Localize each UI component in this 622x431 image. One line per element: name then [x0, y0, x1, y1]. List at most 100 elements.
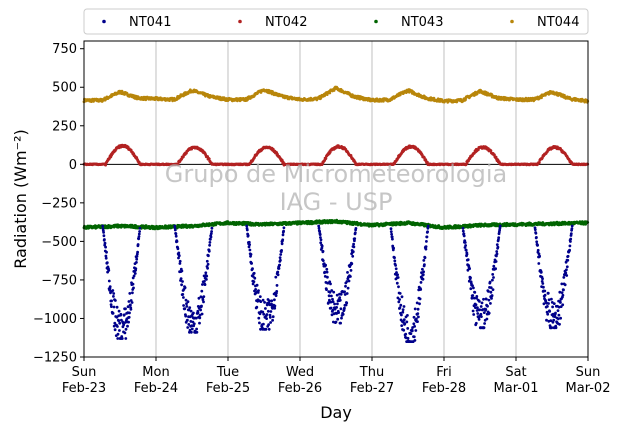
point-nt041 [471, 284, 474, 287]
point-nt041 [105, 261, 109, 265]
point-nt041 [556, 317, 560, 321]
point-nt041 [329, 306, 333, 310]
x-tick-label-date: Feb-26 [278, 381, 322, 396]
point-nt042 [207, 157, 211, 161]
point-nt041 [474, 303, 478, 307]
point-nt041 [557, 313, 561, 317]
point-nt041 [472, 286, 475, 290]
point-nt041 [421, 273, 425, 277]
point-nt041 [416, 312, 420, 315]
point-nt041 [553, 315, 557, 318]
point-nt041 [129, 303, 132, 307]
point-nt041 [186, 300, 190, 304]
point-nt041 [419, 288, 423, 291]
point-nt041 [390, 235, 394, 239]
point-nt041 [425, 240, 428, 243]
point-nt044 [328, 91, 332, 95]
point-nt041 [422, 270, 425, 274]
point-nt041 [563, 283, 567, 287]
point-nt041 [413, 339, 417, 342]
point-nt041 [207, 254, 210, 258]
point-nt041 [548, 324, 552, 327]
point-nt041 [271, 318, 274, 322]
point-nt041 [399, 303, 403, 307]
point-nt041 [122, 323, 126, 327]
point-nt041 [268, 316, 272, 319]
point-nt041 [112, 295, 115, 298]
point-nt041 [123, 331, 127, 335]
point-nt041 [264, 307, 267, 310]
point-nt041 [281, 238, 285, 242]
point-nt041 [340, 316, 343, 320]
point-nt041 [554, 326, 558, 330]
point-nt041 [535, 236, 538, 239]
point-nt041 [412, 322, 416, 326]
point-nt041 [350, 262, 354, 266]
point-nt041 [461, 227, 465, 230]
point-nt041 [131, 291, 134, 295]
point-nt041 [406, 327, 410, 330]
point-nt041 [177, 256, 180, 260]
point-nt041 [537, 262, 541, 265]
point-nt041 [245, 224, 249, 228]
point-nt041 [425, 235, 429, 239]
point-nt041 [335, 293, 339, 297]
x-tick-label-date: Feb-27 [350, 381, 394, 396]
legend: NT041 NT042 NT043 NT044 [83, 8, 589, 35]
series-nt044 [82, 85, 590, 104]
point-nt041 [339, 307, 343, 311]
point-nt041 [402, 328, 406, 332]
point-nt041 [491, 273, 495, 276]
point-nt041 [479, 305, 483, 308]
point-nt041 [257, 289, 260, 292]
point-nt041 [184, 314, 188, 318]
x-tick-label-date: Feb-24 [134, 381, 178, 396]
point-nt041 [426, 226, 430, 230]
point-nt041 [336, 302, 339, 306]
point-nt041 [124, 337, 128, 340]
point-nt041 [413, 307, 417, 311]
point-nt041 [546, 291, 550, 295]
point-nt041 [498, 226, 502, 230]
point-nt041 [117, 309, 121, 313]
point-nt041 [203, 280, 206, 283]
point-nt041 [200, 312, 204, 316]
point-nt041 [569, 240, 572, 243]
point-nt041 [111, 311, 115, 315]
point-nt041 [465, 252, 469, 256]
point-nt041 [122, 313, 126, 317]
point-nt041 [470, 296, 474, 300]
point-nt041 [409, 332, 413, 335]
x-tick-label-day: Mon [142, 365, 169, 380]
point-nt041 [105, 250, 108, 254]
point-nt041 [185, 305, 189, 308]
point-nt041 [547, 298, 551, 302]
point-nt041 [568, 244, 572, 248]
point-nt041 [136, 250, 140, 254]
point-nt041 [424, 247, 428, 251]
point-nt041 [280, 242, 284, 246]
legend-label-nt041: NT041 [129, 15, 171, 30]
point-nt041 [487, 298, 491, 302]
point-nt041 [482, 297, 485, 301]
x-tick-label-date: Feb-28 [422, 381, 466, 396]
point-nt041 [541, 277, 544, 281]
point-nt041 [417, 315, 420, 319]
point-nt041 [338, 296, 342, 300]
data-layer [82, 85, 590, 343]
point-nt041 [570, 224, 574, 228]
point-nt042 [465, 161, 469, 165]
x-tick-label-day: Wed [286, 365, 314, 380]
point-nt041 [468, 267, 471, 270]
point-nt041 [209, 232, 213, 236]
point-nt041 [202, 300, 205, 304]
point-nt041 [264, 327, 268, 331]
point-nt041 [533, 228, 537, 232]
point-nt041 [127, 320, 130, 324]
point-nt041 [473, 291, 477, 294]
point-nt041 [278, 256, 282, 259]
point-nt041 [564, 271, 568, 275]
x-axis-title: Day [320, 403, 352, 422]
y-tick-label: 750 [52, 42, 77, 57]
point-nt041 [541, 282, 545, 285]
